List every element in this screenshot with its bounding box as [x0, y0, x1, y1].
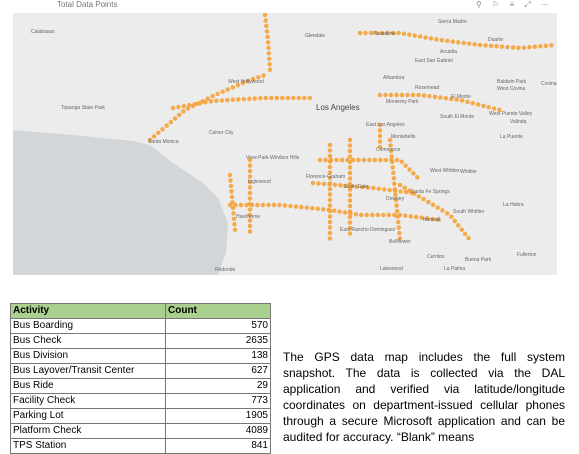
- route-dots: [262, 13, 273, 73]
- table-row: Facility Check 773: [10, 393, 271, 409]
- map-label: Pasadena: [373, 31, 396, 37]
- header-title: Total Data Points: [57, 0, 118, 9]
- map-label: La Habra: [503, 202, 524, 208]
- map-label: Calabasas: [31, 29, 55, 35]
- map-label: Glendale: [305, 33, 325, 39]
- map-label: El Monte: [451, 94, 471, 100]
- count-cell: 773: [165, 393, 271, 409]
- map-label: View Park-Windsor Hills: [246, 155, 300, 161]
- map-label: Topanga State Park: [61, 105, 105, 111]
- map-label: West Hollywood: [228, 79, 264, 85]
- activity-cell: Bus Boarding: [10, 318, 166, 334]
- activity-cell: Bus Ride: [10, 378, 166, 394]
- map-label: Montebello: [391, 134, 416, 140]
- activity-cell: Bus Layover/Transit Center: [10, 363, 166, 379]
- table-row: Bus Check 2635: [10, 333, 271, 349]
- map-label: East Los Angeles: [366, 122, 405, 128]
- map-label: Baldwin Park: [497, 79, 527, 85]
- map-label: South El Monte: [440, 114, 474, 120]
- count-cell: 570: [165, 318, 271, 334]
- routes: [147, 13, 557, 243]
- map-label: South Gate: [343, 184, 369, 190]
- route-dots: [227, 202, 443, 223]
- map-label: Santa Fe Springs: [411, 189, 450, 195]
- map-label: Culver City: [209, 130, 234, 136]
- map-label: Inglewood: [248, 179, 271, 185]
- map-label: Hawthorne: [236, 214, 260, 220]
- map-label: Buena Park: [465, 257, 492, 263]
- map-label: Los Angeles: [316, 103, 360, 112]
- count-cell: 627: [165, 363, 271, 379]
- map[interactable]: Calabasas Glendale Pasadena Sierra Madre Dua…: [13, 13, 557, 275]
- table-row: TPS Station 841: [10, 438, 271, 454]
- table-row: Parking Lot 1905: [10, 408, 271, 424]
- map-label: Downey: [386, 196, 405, 202]
- route-dots: [147, 72, 268, 143]
- activity-cell: Platform Check: [10, 423, 166, 439]
- map-labels: Calabasas Glendale Pasadena Sierra Madre Dua…: [31, 19, 557, 273]
- map-label: South Whittier: [453, 209, 485, 215]
- activity-table: Activity Count Bus Boarding 570 Bus Check 2…: [10, 303, 271, 454]
- map-ocean: [13, 130, 228, 275]
- map-label: West Puente Valley: [489, 111, 533, 117]
- map-label: Alhambra: [383, 75, 405, 81]
- map-label: East San Gabriel: [415, 58, 453, 64]
- toolbar-icons[interactable]: ⚲ ⚐ ≡ ⤢ ⋯: [476, 0, 553, 9]
- map-label: Monterey Park: [386, 99, 419, 105]
- map-label: Redondo: [215, 267, 236, 273]
- map-label: Rosemead: [415, 85, 439, 91]
- table-row: Bus Layover/Transit Center 627: [10, 363, 271, 379]
- count-cell: 29: [165, 378, 271, 394]
- activity-cell: Bus Division: [10, 348, 166, 364]
- column-header: Activity: [10, 303, 166, 319]
- table-row: Bus Boarding 570: [10, 318, 271, 334]
- activity-cell: Facility Check: [10, 393, 166, 409]
- activity-cell: TPS Station: [10, 438, 166, 454]
- map-label: Valinda: [510, 119, 527, 125]
- map-label: Whittier: [460, 169, 477, 175]
- count-cell: 841: [165, 438, 271, 454]
- map-label: Norwalk: [423, 217, 442, 223]
- route-dots: [377, 92, 503, 113]
- column-header: Count: [165, 303, 271, 319]
- map-label: Duarte: [488, 37, 503, 43]
- count-cell: 138: [165, 348, 271, 364]
- table-row: Bus Ride 29: [10, 378, 271, 394]
- map-label: West Covina: [497, 86, 525, 92]
- route-dots: [227, 172, 238, 233]
- map-label: Santa Monica: [148, 139, 179, 145]
- count-cell: 2635: [165, 333, 271, 349]
- map-label: La Palma: [444, 266, 465, 272]
- map-label: East Rancho Dominguez: [340, 227, 396, 233]
- activity-cell: Parking Lot: [10, 408, 166, 424]
- count-cell: 4089: [165, 423, 271, 439]
- map-label: Fullerton: [517, 252, 537, 258]
- map-label: Commerce: [376, 147, 401, 153]
- map-label: West Whittier: [430, 168, 460, 174]
- map-label: La Puente: [500, 134, 523, 140]
- map-label: Lakewood: [380, 266, 403, 272]
- count-cell: 1905: [165, 408, 271, 424]
- activity-cell: Bus Check: [10, 333, 166, 349]
- map-label: Arcadia: [440, 49, 457, 55]
- paragraph: The GPS data map includes the full syste…: [283, 350, 565, 444]
- map-label: Covina: [541, 81, 557, 87]
- map-label: Bellflower: [389, 239, 411, 245]
- map-label: Cerritos: [427, 254, 445, 260]
- route-dots: [397, 182, 473, 243]
- table-row: Platform Check 4089: [10, 423, 271, 439]
- route-dots: [357, 30, 557, 51]
- table-row: Bus Division 138: [10, 348, 271, 364]
- route-dots: [170, 95, 316, 111]
- map-label: Florence-Graham: [306, 174, 345, 180]
- route-dots: [317, 157, 423, 183]
- map-label: Sierra Madre: [438, 19, 467, 25]
- route-dots: [310, 180, 416, 196]
